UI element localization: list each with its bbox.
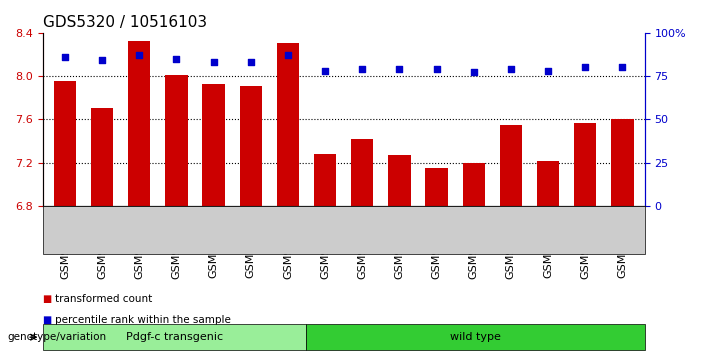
Text: transformed count: transformed count: [55, 294, 152, 304]
Point: [468, 70, 479, 75]
Text: percentile rank within the sample: percentile rank within the sample: [55, 315, 231, 325]
Point: [580, 64, 591, 70]
Bar: [203, 84, 225, 206]
Bar: [500, 125, 522, 206]
Bar: [54, 81, 76, 206]
Text: ■: ■: [43, 294, 52, 304]
Bar: [277, 44, 299, 206]
Text: Pdgf-c transgenic: Pdgf-c transgenic: [125, 332, 223, 342]
Bar: [426, 168, 448, 206]
Point: [431, 66, 442, 72]
Bar: [91, 108, 113, 206]
Text: ■: ■: [43, 315, 52, 325]
Bar: [128, 41, 151, 206]
Point: [357, 66, 368, 72]
Bar: [611, 119, 634, 206]
Text: wild type: wild type: [450, 332, 501, 342]
Bar: [463, 163, 485, 206]
Bar: [537, 160, 559, 206]
Bar: [388, 155, 411, 206]
Bar: [165, 75, 188, 206]
Point: [617, 64, 628, 70]
Point: [208, 59, 219, 65]
Bar: [314, 154, 336, 206]
Bar: [574, 122, 597, 206]
Point: [171, 56, 182, 61]
Point: [134, 52, 145, 58]
Point: [505, 66, 517, 72]
Point: [283, 52, 294, 58]
Text: GDS5320 / 10516103: GDS5320 / 10516103: [43, 15, 207, 30]
Bar: [240, 86, 262, 206]
Text: genotype/variation: genotype/variation: [7, 332, 106, 342]
Point: [60, 54, 71, 60]
Point: [394, 66, 405, 72]
Point: [97, 57, 108, 63]
Bar: [351, 139, 374, 206]
Point: [320, 68, 331, 74]
Point: [245, 59, 257, 65]
Point: [543, 68, 554, 74]
